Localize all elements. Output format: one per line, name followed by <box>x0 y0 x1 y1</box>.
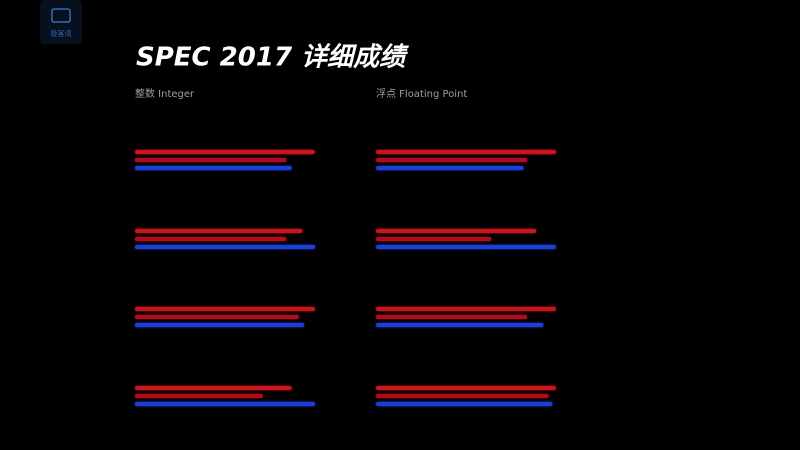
bar <box>135 229 303 233</box>
bar <box>376 245 556 249</box>
bar <box>135 323 305 327</box>
bar <box>135 307 315 311</box>
bar <box>376 307 556 311</box>
bar <box>135 315 299 319</box>
bar <box>135 150 315 154</box>
bar <box>376 323 544 327</box>
bar <box>376 166 524 170</box>
bar <box>135 394 263 398</box>
bar <box>376 150 556 154</box>
page-title: SPEC 2017 详细成绩 <box>136 43 409 73</box>
bar <box>135 166 292 170</box>
logo-icon <box>51 8 71 23</box>
bar <box>135 237 287 241</box>
panel-title: 浮点 Floating Point <box>376 88 467 100</box>
panel-title: 整数 Integer <box>135 87 195 100</box>
bar <box>376 402 553 406</box>
bar <box>376 394 549 398</box>
bar <box>135 402 315 406</box>
bar <box>135 386 292 390</box>
bar <box>376 315 528 319</box>
bar <box>135 158 287 162</box>
bar <box>376 229 537 233</box>
bar <box>376 158 528 162</box>
logo-text: 极客湾 <box>51 29 72 38</box>
bar <box>376 237 492 241</box>
bar <box>376 386 556 390</box>
bar <box>135 245 315 249</box>
